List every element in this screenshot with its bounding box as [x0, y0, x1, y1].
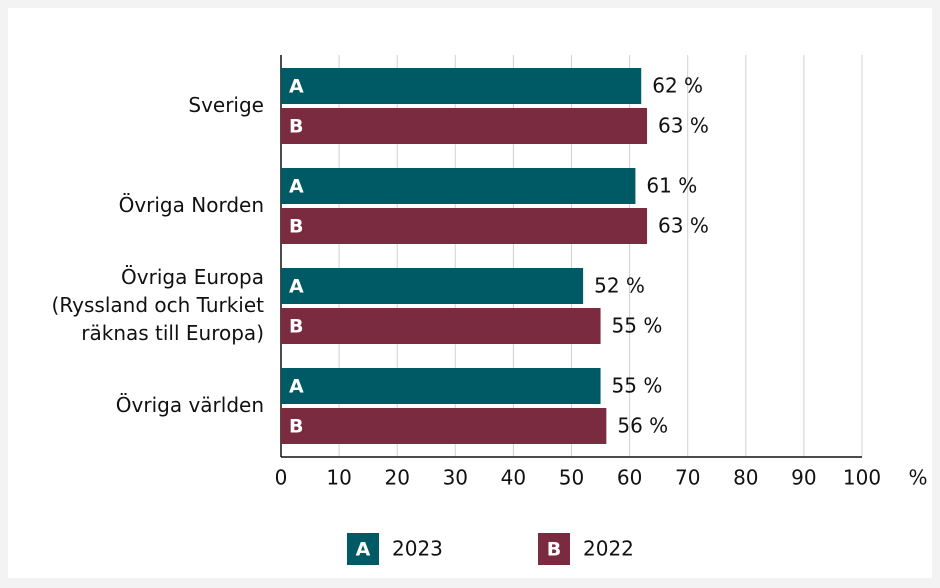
legend-label: 2023 — [392, 537, 443, 561]
bar — [281, 408, 607, 444]
value-label: 55 % — [612, 374, 663, 398]
bar — [281, 108, 648, 144]
value-label: 63 % — [658, 114, 709, 138]
y-tick-label: Övriga Europa (Ryssland och Turkiet räknas… — [52, 265, 265, 345]
bar — [281, 268, 584, 304]
bar-series-label: A — [289, 76, 304, 98]
legend-swatch-label: B — [547, 539, 561, 561]
value-label: 61 % — [646, 174, 697, 198]
value-label: 56 % — [617, 414, 668, 438]
x-tick-label: 10 — [326, 466, 351, 490]
bar — [281, 308, 601, 344]
bar-series-label: A — [289, 276, 304, 298]
y-tick-label: Sverige — [188, 93, 264, 117]
legend-swatch — [347, 533, 379, 565]
x-tick-label: 30 — [443, 466, 468, 490]
x-tick-label: 60 — [617, 466, 642, 490]
x-tick-label: 0 — [275, 466, 288, 490]
x-tick-label: 40 — [501, 466, 526, 490]
value-label: 63 % — [658, 214, 709, 238]
bar — [281, 168, 636, 204]
bar — [281, 368, 601, 404]
x-tick-label: 50 — [559, 466, 584, 490]
bar-series-label: B — [289, 316, 303, 338]
y-tick-label: Övriga världen — [116, 393, 264, 417]
value-label: 55 % — [612, 314, 663, 338]
legend-swatch-label: A — [356, 539, 371, 561]
legend-label: 2022 — [583, 537, 634, 561]
value-label: 52 % — [594, 274, 645, 298]
x-tick-label: 90 — [791, 466, 816, 490]
legend-swatch — [538, 533, 570, 565]
bar — [281, 68, 642, 104]
bar-series-label: B — [289, 216, 303, 238]
bar-series-label: A — [289, 176, 304, 198]
bar — [281, 208, 648, 244]
value-label: 62 % — [652, 74, 703, 98]
bar-series-label: B — [289, 116, 303, 138]
x-tick-label: 70 — [675, 466, 700, 490]
x-unit: % — [908, 466, 927, 490]
bar-series-label: A — [289, 376, 304, 398]
y-tick-label: Övriga Norden — [119, 193, 264, 217]
x-tick-label: 80 — [733, 466, 758, 490]
x-tick-label: 100 — [843, 466, 881, 490]
x-tick-label: 20 — [384, 466, 409, 490]
bar-series-label: B — [289, 416, 303, 438]
